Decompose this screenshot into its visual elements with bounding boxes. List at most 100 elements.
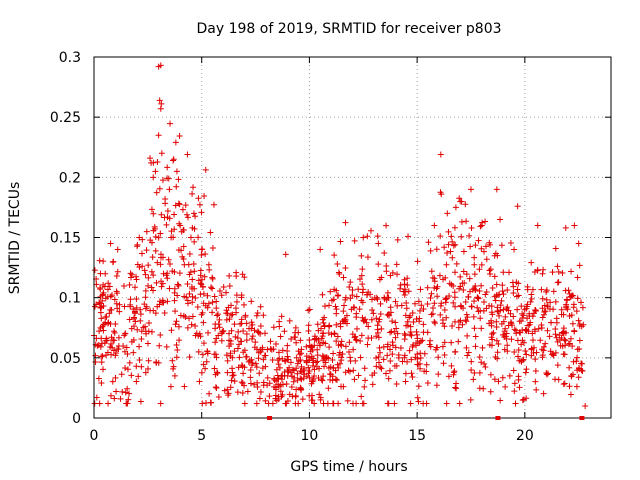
data-point xyxy=(227,384,234,391)
data-point xyxy=(158,211,165,218)
data-point xyxy=(175,200,182,207)
data-point xyxy=(303,373,310,380)
data-point xyxy=(337,238,344,245)
data-point xyxy=(100,289,107,296)
data-point xyxy=(102,319,109,326)
data-point xyxy=(303,359,310,366)
data-point xyxy=(182,313,189,320)
data-point xyxy=(569,320,576,327)
data-point xyxy=(119,388,126,395)
data-point xyxy=(510,283,517,290)
data-point xyxy=(538,286,545,293)
data-point xyxy=(562,224,569,231)
data-point xyxy=(414,258,421,265)
data-point xyxy=(493,323,500,330)
data-point xyxy=(164,207,171,214)
data-point xyxy=(243,353,250,360)
data-point xyxy=(91,267,98,274)
data-point xyxy=(500,331,507,338)
data-point xyxy=(156,342,163,349)
data-point xyxy=(359,281,366,288)
data-point xyxy=(211,293,218,300)
data-point xyxy=(111,296,118,303)
data-point xyxy=(414,394,421,401)
data-point xyxy=(474,304,481,311)
data-point xyxy=(328,331,335,338)
data-point xyxy=(202,166,209,173)
data-point xyxy=(294,370,301,377)
data-point xyxy=(100,327,107,334)
data-point xyxy=(561,380,568,387)
data-point xyxy=(510,313,517,320)
data-point xyxy=(245,358,252,365)
data-point xyxy=(197,267,204,274)
data-point xyxy=(186,290,193,297)
data-point xyxy=(457,198,464,205)
data-point xyxy=(502,333,509,340)
data-point xyxy=(254,383,261,390)
data-point xyxy=(475,295,482,302)
data-point xyxy=(511,380,518,387)
data-point xyxy=(178,247,185,254)
data-point xyxy=(384,289,391,296)
data-point xyxy=(153,189,160,196)
data-point xyxy=(381,295,388,302)
data-point xyxy=(154,259,161,266)
data-point xyxy=(97,270,104,277)
x-tick-label: 15 xyxy=(408,428,426,444)
data-point xyxy=(111,337,118,344)
data-point xyxy=(311,372,318,379)
data-point xyxy=(123,344,130,351)
data-point xyxy=(532,356,539,363)
data-point xyxy=(194,303,201,310)
data-point xyxy=(234,389,241,396)
data-point xyxy=(529,337,536,344)
data-point xyxy=(156,298,163,305)
data-point xyxy=(257,303,264,310)
data-point xyxy=(108,306,115,313)
data-point xyxy=(365,323,372,330)
data-point xyxy=(420,321,427,328)
data-point xyxy=(376,344,383,351)
data-point xyxy=(249,321,256,328)
data-point xyxy=(257,330,264,337)
data-point xyxy=(321,355,328,362)
data-point xyxy=(488,342,495,349)
data-point xyxy=(337,360,344,367)
data-point xyxy=(193,330,200,337)
data-point xyxy=(330,364,337,371)
data-point xyxy=(247,380,254,387)
data-point xyxy=(358,272,365,279)
data-point xyxy=(458,218,465,225)
data-point xyxy=(502,313,509,320)
data-point xyxy=(155,132,162,139)
data-point xyxy=(189,293,196,300)
data-point xyxy=(133,363,140,370)
data-point xyxy=(342,369,349,376)
data-point xyxy=(537,337,544,344)
data-point xyxy=(148,159,155,166)
data-point xyxy=(476,385,483,392)
data-point xyxy=(403,300,410,307)
data-point xyxy=(463,271,470,278)
data-point xyxy=(483,243,490,250)
data-point xyxy=(393,261,400,268)
data-point xyxy=(577,299,584,306)
data-point xyxy=(573,308,580,315)
data-point xyxy=(133,378,140,385)
data-point xyxy=(177,222,184,229)
data-point xyxy=(389,269,396,276)
data-point xyxy=(346,349,353,356)
data-point xyxy=(146,319,153,326)
data-point xyxy=(231,321,238,328)
data-point xyxy=(167,261,174,268)
axis-markers xyxy=(267,416,585,420)
data-point xyxy=(100,258,107,265)
data-point xyxy=(276,323,283,330)
data-point xyxy=(233,298,240,305)
data-point xyxy=(128,372,135,379)
data-point xyxy=(508,320,515,327)
data-point xyxy=(463,218,470,225)
data-point xyxy=(168,234,175,241)
data-point xyxy=(510,290,517,297)
